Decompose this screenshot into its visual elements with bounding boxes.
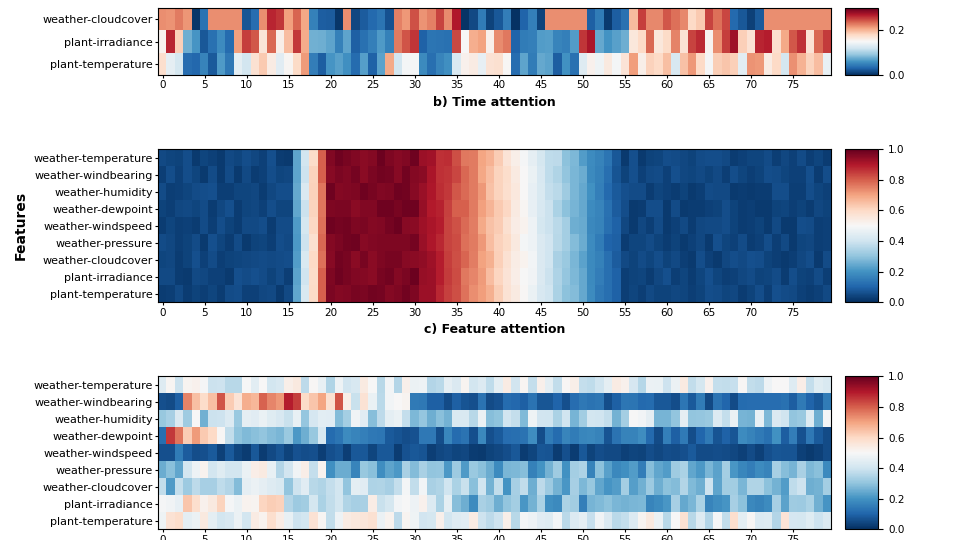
- X-axis label: b) Time attention: b) Time attention: [433, 96, 556, 109]
- Y-axis label: Features: Features: [13, 191, 28, 260]
- X-axis label: c) Feature attention: c) Feature attention: [424, 323, 565, 336]
